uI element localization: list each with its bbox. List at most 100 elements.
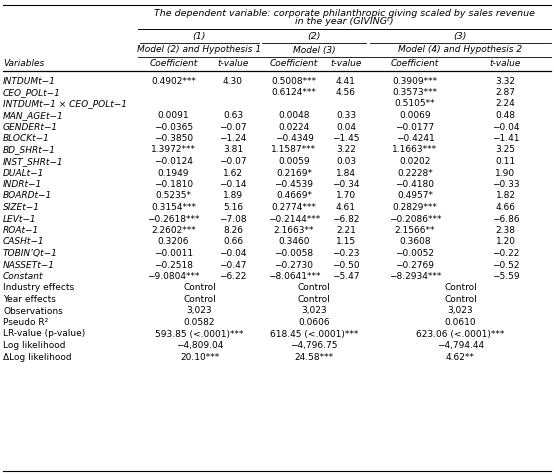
Text: 1.82: 1.82 — [495, 191, 516, 200]
Text: 1.89: 1.89 — [223, 191, 243, 200]
Text: 4.61: 4.61 — [336, 203, 356, 212]
Text: 3.22: 3.22 — [336, 145, 356, 154]
Text: Control: Control — [183, 295, 216, 304]
Text: 0.2829***: 0.2829*** — [393, 203, 438, 212]
Text: 0.03: 0.03 — [336, 157, 356, 166]
Text: −0.22: −0.22 — [492, 249, 519, 258]
Text: −0.07: −0.07 — [219, 157, 247, 166]
Text: 0.5008***: 0.5008*** — [271, 76, 316, 86]
Text: 0.04: 0.04 — [336, 123, 356, 132]
Text: 20.10***: 20.10*** — [180, 352, 219, 361]
Text: 2.1663**: 2.1663** — [274, 226, 314, 235]
Text: The dependent variable: corporate philanthropic giving scaled by sales revenue: The dependent variable: corporate philan… — [154, 9, 535, 18]
Text: 3.32: 3.32 — [495, 76, 516, 86]
Text: 1.90: 1.90 — [495, 169, 516, 178]
Text: 3.25: 3.25 — [495, 145, 516, 154]
Text: −0.2730: −0.2730 — [274, 260, 314, 269]
Text: −0.23: −0.23 — [332, 249, 360, 258]
Text: 0.48: 0.48 — [495, 111, 516, 120]
Text: (3): (3) — [454, 31, 467, 40]
Text: Variables: Variables — [3, 59, 44, 68]
Text: in the year (GIVINGᵗ): in the year (GIVINGᵗ) — [295, 18, 394, 27]
Text: Control: Control — [444, 295, 477, 304]
Text: INDRt−1: INDRt−1 — [3, 180, 42, 189]
Text: 0.4902***: 0.4902*** — [151, 76, 196, 86]
Text: 4.66: 4.66 — [495, 203, 516, 212]
Text: 3,023: 3,023 — [187, 306, 212, 315]
Text: (2): (2) — [307, 31, 321, 40]
Text: DUALt−1: DUALt−1 — [3, 169, 44, 178]
Text: 0.4957*: 0.4957* — [397, 191, 433, 200]
Text: 623.06 (<.0001)***: 623.06 (<.0001)*** — [416, 330, 505, 339]
Text: Control: Control — [183, 284, 216, 293]
Text: LEVt−1: LEVt−1 — [3, 215, 37, 224]
Text: 2.21: 2.21 — [336, 226, 356, 235]
Text: GENDERt−1: GENDERt−1 — [3, 123, 58, 132]
Text: −6.82: −6.82 — [332, 215, 360, 224]
Text: −0.2518: −0.2518 — [154, 260, 193, 269]
Text: 0.0069: 0.0069 — [399, 111, 431, 120]
Text: −0.0177: −0.0177 — [396, 123, 434, 132]
Text: t-value: t-value — [490, 59, 521, 68]
Text: −0.04: −0.04 — [492, 123, 519, 132]
Text: 2.87: 2.87 — [495, 88, 516, 97]
Text: MAN_AGEt−1: MAN_AGEt−1 — [3, 111, 64, 120]
Text: 0.0224: 0.0224 — [278, 123, 310, 132]
Text: −0.4241: −0.4241 — [396, 134, 434, 143]
Text: 2.38: 2.38 — [495, 226, 516, 235]
Text: −0.1810: −0.1810 — [154, 180, 193, 189]
Text: −4,794.44: −4,794.44 — [437, 341, 484, 350]
Text: −0.0365: −0.0365 — [154, 123, 193, 132]
Text: −5.47: −5.47 — [332, 272, 360, 281]
Text: 0.0610: 0.0610 — [445, 318, 476, 327]
Text: −0.0124: −0.0124 — [154, 157, 193, 166]
Text: 1.15: 1.15 — [336, 238, 356, 247]
Text: 8.26: 8.26 — [223, 226, 243, 235]
Text: −0.2086***: −0.2086*** — [389, 215, 441, 224]
Text: −8.2934***: −8.2934*** — [389, 272, 441, 281]
Text: 2.2602***: 2.2602*** — [151, 226, 196, 235]
Text: 0.3608: 0.3608 — [399, 238, 431, 247]
Text: −0.14: −0.14 — [219, 180, 247, 189]
Text: −7.08: −7.08 — [219, 215, 247, 224]
Text: LR-value (p-value): LR-value (p-value) — [3, 330, 85, 339]
Text: t-value: t-value — [330, 59, 362, 68]
Text: 1.20: 1.20 — [495, 238, 516, 247]
Text: −8.0641***: −8.0641*** — [268, 272, 320, 281]
Text: BD_SHRt−1: BD_SHRt−1 — [3, 145, 56, 154]
Text: −4,796.75: −4,796.75 — [290, 341, 338, 350]
Text: Observations: Observations — [3, 306, 63, 315]
Text: SIZEt−1: SIZEt−1 — [3, 203, 40, 212]
Text: Pseudo R²: Pseudo R² — [3, 318, 48, 327]
Text: 0.5105**: 0.5105** — [394, 99, 435, 108]
Text: 593.85 (<.0001)***: 593.85 (<.0001)*** — [155, 330, 244, 339]
Text: 0.3573***: 0.3573*** — [392, 88, 438, 97]
Text: −0.34: −0.34 — [332, 180, 360, 189]
Text: NASSETt−1: NASSETt−1 — [3, 260, 55, 269]
Text: 618.45 (<.0001)***: 618.45 (<.0001)*** — [270, 330, 358, 339]
Text: 0.3154***: 0.3154*** — [151, 203, 196, 212]
Text: 1.3972***: 1.3972*** — [151, 145, 196, 154]
Text: −1.41: −1.41 — [492, 134, 519, 143]
Text: Industry effects: Industry effects — [3, 284, 74, 293]
Text: −4,809.04: −4,809.04 — [176, 341, 223, 350]
Text: 3,023: 3,023 — [448, 306, 473, 315]
Text: Coefficient: Coefficient — [391, 59, 439, 68]
Text: −0.52: −0.52 — [492, 260, 519, 269]
Text: TOBIN’Qt−1: TOBIN’Qt−1 — [3, 249, 58, 258]
Text: −0.4349: −0.4349 — [275, 134, 314, 143]
Text: Model (3): Model (3) — [293, 46, 335, 55]
Text: 0.0202: 0.0202 — [399, 157, 430, 166]
Text: 1.1663***: 1.1663*** — [392, 145, 438, 154]
Text: −0.50: −0.50 — [332, 260, 360, 269]
Text: 0.5235*: 0.5235* — [156, 191, 192, 200]
Text: ΔLog likelihood: ΔLog likelihood — [3, 352, 71, 361]
Text: −5.59: −5.59 — [492, 272, 519, 281]
Text: Coefficient: Coefficient — [270, 59, 318, 68]
Text: 0.6124***: 0.6124*** — [271, 88, 316, 97]
Text: −0.0011: −0.0011 — [154, 249, 193, 258]
Text: Coefficient: Coefficient — [150, 59, 198, 68]
Text: 0.0059: 0.0059 — [278, 157, 310, 166]
Text: 4.30: 4.30 — [223, 76, 243, 86]
Text: 0.33: 0.33 — [336, 111, 356, 120]
